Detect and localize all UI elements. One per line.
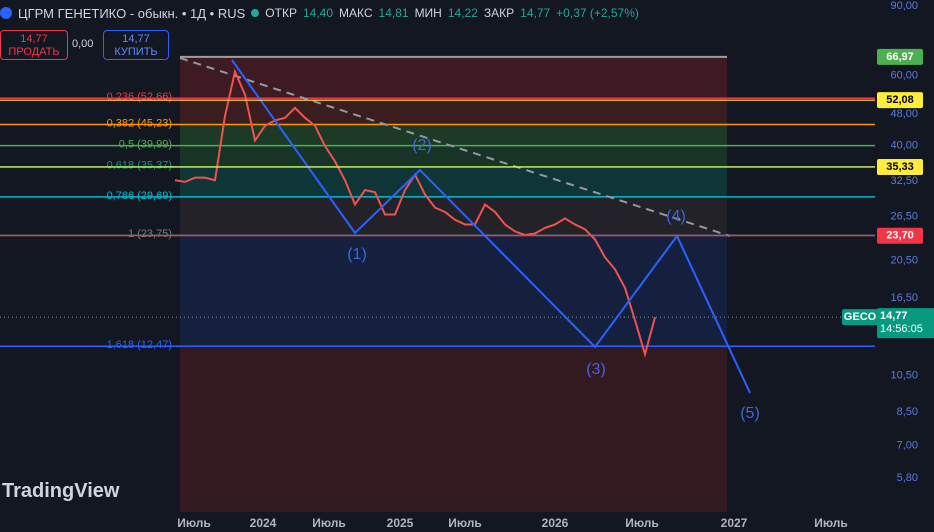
ohlc-close: 14,77 (520, 6, 551, 20)
x-tick-label: Июль (312, 516, 346, 530)
wave-label: (2) (412, 137, 432, 154)
last-price-tag (877, 308, 934, 339)
fib-label: 1,618 (12,47) (107, 339, 172, 351)
price-tag (877, 227, 923, 244)
price-tag (877, 158, 923, 175)
symbol-tag (842, 309, 878, 326)
x-tick-label: Июль (177, 516, 211, 530)
fib-label: 0,618 (35,37) (107, 160, 172, 172)
x-tick-label: 2025 (387, 516, 414, 530)
price-tag-label: 35,33 (886, 161, 914, 173)
x-tick-label: Июль (448, 516, 482, 530)
wave-label: (5) (740, 405, 760, 422)
fib-label: 0,236 (52,66) (107, 91, 172, 103)
price-tag-label: 52,08 (886, 94, 914, 106)
fib-label: 0,786 (29,69) (107, 190, 172, 202)
y-tick-label: 16,50 (890, 292, 918, 304)
ohlc-low: 14,22 (447, 6, 478, 20)
ohlc-close-label: ЗАКР (483, 6, 515, 20)
sell-price: 14,77 (20, 33, 48, 45)
y-tick-label: 90,00 (890, 0, 918, 12)
ohlc-high: 14,81 (378, 6, 409, 20)
price-tag (877, 92, 923, 109)
symbol-icon (0, 7, 12, 19)
fib-label: 1 (23,75) (128, 228, 172, 240)
trendline (179, 57, 731, 237)
fib-zone (180, 235, 727, 347)
fib-zone (180, 124, 727, 146)
brand[interactable]: TradingView (2, 480, 120, 502)
x-tick-label: 2026 (542, 516, 569, 530)
sell-label: ПРОДАТЬ (8, 46, 60, 58)
symbol-tag-label: GECO (844, 311, 877, 323)
y-tick-label: 5,80 (897, 472, 918, 484)
y-tick-label: 32,50 (890, 175, 918, 187)
y-tick-label: 48,00 (890, 108, 918, 120)
fib-label: 0,5 (39,99) (119, 139, 172, 151)
price-tag (877, 48, 923, 65)
x-tick-label: Июль (814, 516, 848, 530)
y-tick-label: 7,00 (897, 440, 918, 452)
fib-zone (180, 166, 727, 197)
wave-line (231, 59, 751, 394)
x-tick-label: 2027 (721, 516, 748, 530)
sell-button[interactable]: 14,77 ПРОДАТЬ (0, 30, 68, 60)
wave-label: (3) (586, 361, 606, 378)
x-tick-label: Июль (625, 516, 659, 530)
spread: 0,00 (72, 38, 94, 50)
symbol-title[interactable]: ЦГРМ ГЕНЕТИКО - обыкн. • 1Д • RUS (18, 5, 246, 21)
y-tick-label: 20,50 (890, 255, 918, 267)
wave-label: (1) (347, 246, 367, 263)
ohlc-high-label: МАКС (339, 6, 373, 20)
last-price-label: 14,77 (880, 310, 908, 322)
ohlc-low-label: МИН (414, 6, 442, 20)
buy-label: КУПИТЬ (114, 46, 158, 58)
x-tick-label: 2024 (250, 516, 277, 530)
buy-price: 14,77 (122, 33, 150, 45)
fib-zone (180, 98, 727, 125)
price-tag-label: 23,70 (886, 230, 914, 242)
y-tick-label: 10,50 (890, 370, 918, 382)
y-tick-label: 8,50 (897, 406, 918, 418)
ohlc-open: 14,40 (302, 6, 333, 20)
last-price-time: 14:56:05 (880, 323, 923, 335)
status-dot (251, 9, 260, 17)
fib-label: 0,382 (45,23) (107, 117, 172, 129)
y-tick-label: 40,00 (890, 140, 918, 152)
wave-label: (4) (666, 208, 686, 225)
header: ЦГРМ ГЕНЕТИКО - обыкн. • 1Д • RUS ОТКР 14… (0, 3, 639, 23)
buy-button[interactable]: 14,77 КУПИТЬ (103, 30, 169, 60)
change: +0,37 (+2,57%) (556, 6, 639, 20)
y-tick-label: 60,00 (890, 70, 918, 82)
fib-zone (180, 56, 727, 99)
ohlc-open-label: ОТКР (265, 6, 297, 20)
fib-zone (180, 346, 727, 512)
fib-zone (180, 145, 727, 167)
y-tick-label: 26,50 (890, 210, 918, 222)
price-tag-label: 66,97 (886, 51, 914, 63)
